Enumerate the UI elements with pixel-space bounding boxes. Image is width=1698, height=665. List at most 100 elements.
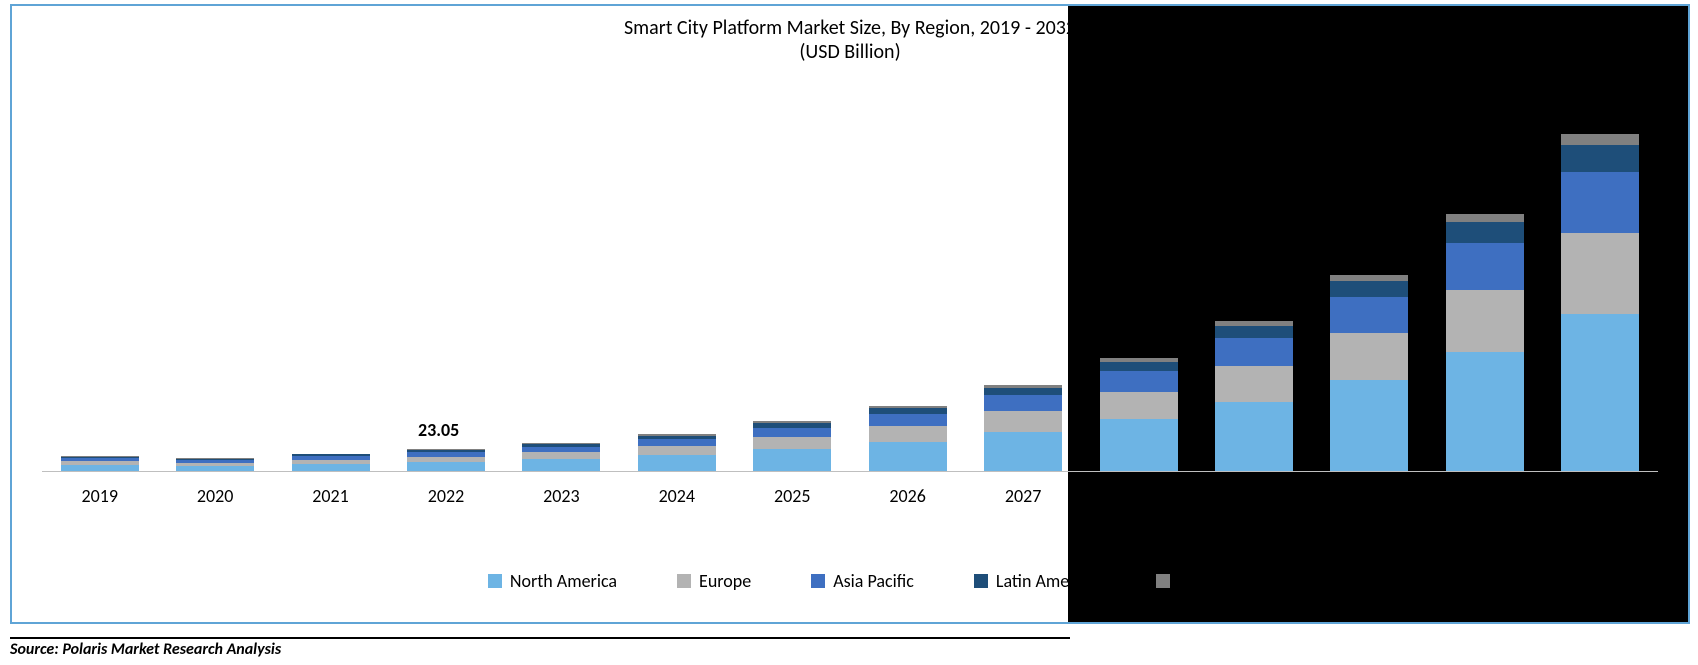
title-line-1: Smart City Platform Market Size, By Regi… (12, 16, 1688, 40)
bar-segment-asia-pacific (984, 395, 1062, 411)
bar-segment-europe (753, 437, 831, 449)
legend-label: Latin America (996, 570, 1096, 592)
bar-segment-latin-america (1561, 145, 1639, 172)
bar-segment-asia-pacific (1100, 371, 1178, 392)
legend-swatch (488, 574, 502, 588)
bar-segment-asia-pacific (638, 439, 716, 446)
bar-segment-asia-pacific (869, 414, 947, 427)
bar-segment-north-america (1446, 352, 1524, 472)
bar-group (43, 456, 156, 472)
bar-group (736, 421, 849, 472)
legend-label: Europe (699, 570, 751, 592)
plot-area: 23.05 (42, 76, 1658, 472)
legend-item: Asia Pacific (811, 570, 914, 592)
legend-swatch (974, 574, 988, 588)
bar-segment-north-america (638, 455, 716, 472)
bar-stack (1330, 275, 1408, 473)
legend-swatch (811, 574, 825, 588)
bar-segment-asia-pacific (1215, 338, 1293, 366)
bar-data-label: 23.05 (418, 419, 459, 441)
bar-stack (984, 385, 1062, 472)
legend-item: Europe (677, 570, 751, 592)
legend-label: Asia Pacific (833, 570, 914, 592)
bar-stack (407, 449, 485, 472)
legend-swatch (677, 574, 691, 588)
bar-segment-europe (869, 426, 947, 442)
bar-group (159, 458, 272, 472)
bar-segment-mea (1561, 134, 1639, 145)
source-citation: Source: Polaris Market Research Analysis (10, 640, 281, 659)
bar-stack (869, 406, 947, 472)
bar-segment-north-america (869, 442, 947, 472)
x-axis-label: 2030 (1313, 485, 1426, 507)
x-axis-baseline (42, 471, 1658, 472)
bar-stack (292, 454, 370, 472)
chart-title: Smart City Platform Market Size, By Regi… (12, 6, 1688, 64)
bars-row (42, 76, 1658, 472)
bar-segment-europe (1446, 290, 1524, 352)
x-axis-label: 2025 (736, 485, 849, 507)
legend-label: North America (510, 570, 617, 592)
bar-group (505, 443, 618, 472)
bar-group (1197, 321, 1310, 473)
bar-segment-north-america (753, 449, 831, 472)
bar-segment-europe (1561, 233, 1639, 314)
x-axis-labels: 2019202020212022202320242025202620272028… (42, 485, 1658, 507)
bar-stack (1100, 358, 1178, 472)
legend-label: MEA (1178, 570, 1212, 592)
bar-segment-north-america (1561, 314, 1639, 472)
bar-segment-latin-america (1215, 326, 1293, 339)
x-axis-label: 2023 (505, 485, 618, 507)
source-underline (10, 637, 1070, 639)
bar-stack (1215, 321, 1293, 473)
x-axis-label: 2027 (967, 485, 1080, 507)
bar-segment-asia-pacific (1446, 243, 1524, 290)
x-axis-label: 2021 (274, 485, 387, 507)
legend-item: MEA (1156, 570, 1212, 592)
x-axis-label: 2031 (1428, 485, 1541, 507)
bar-segment-europe (1330, 333, 1408, 380)
bar-stack (1561, 134, 1639, 472)
bar-stack (638, 434, 716, 472)
legend-item: Latin America (974, 570, 1096, 592)
bar-group (1428, 214, 1541, 473)
bar-segment-europe (984, 411, 1062, 432)
x-axis-label: 2029 (1197, 485, 1310, 507)
x-axis-label: 2024 (620, 485, 733, 507)
bar-segment-mea (1446, 214, 1524, 223)
bar-group (620, 434, 733, 472)
bar-segment-north-america (1215, 402, 1293, 472)
bar-group (851, 406, 964, 472)
x-axis-label: 2022 (389, 485, 502, 507)
x-axis-label: 2020 (159, 485, 272, 507)
x-axis-label: 2028 (1082, 485, 1195, 507)
bar-stack (176, 458, 254, 472)
bar-segment-asia-pacific (1561, 172, 1639, 233)
chart-frame: Smart City Platform Market Size, By Regi… (10, 4, 1690, 624)
x-axis-label: 2019 (43, 485, 156, 507)
bar-segment-north-america (1100, 419, 1178, 472)
bar-segment-north-america (984, 432, 1062, 472)
x-axis-label: 2026 (851, 485, 964, 507)
legend-swatch (1156, 574, 1170, 588)
bar-group (1313, 275, 1426, 473)
bar-segment-europe (522, 452, 600, 459)
bar-group (1544, 134, 1657, 472)
legend: North America Europe Asia Pacific Latin Ame… (12, 570, 1688, 592)
bar-segment-asia-pacific (753, 428, 831, 438)
bar-group (274, 454, 387, 472)
bar-segment-latin-america (1330, 281, 1408, 297)
bar-segment-latin-america (1100, 362, 1178, 372)
bar-stack (1446, 214, 1524, 473)
bar-group (967, 385, 1080, 472)
title-line-2: (USD Billion) (12, 40, 1688, 64)
bar-group (1082, 358, 1195, 472)
bar-stack (753, 421, 831, 472)
bar-segment-europe (1215, 366, 1293, 402)
bar-segment-europe (638, 446, 716, 455)
bar-segment-latin-america (984, 388, 1062, 396)
legend-item: North America (488, 570, 617, 592)
bar-stack (522, 443, 600, 472)
bar-stack (61, 456, 139, 472)
bar-segment-asia-pacific (1330, 297, 1408, 333)
